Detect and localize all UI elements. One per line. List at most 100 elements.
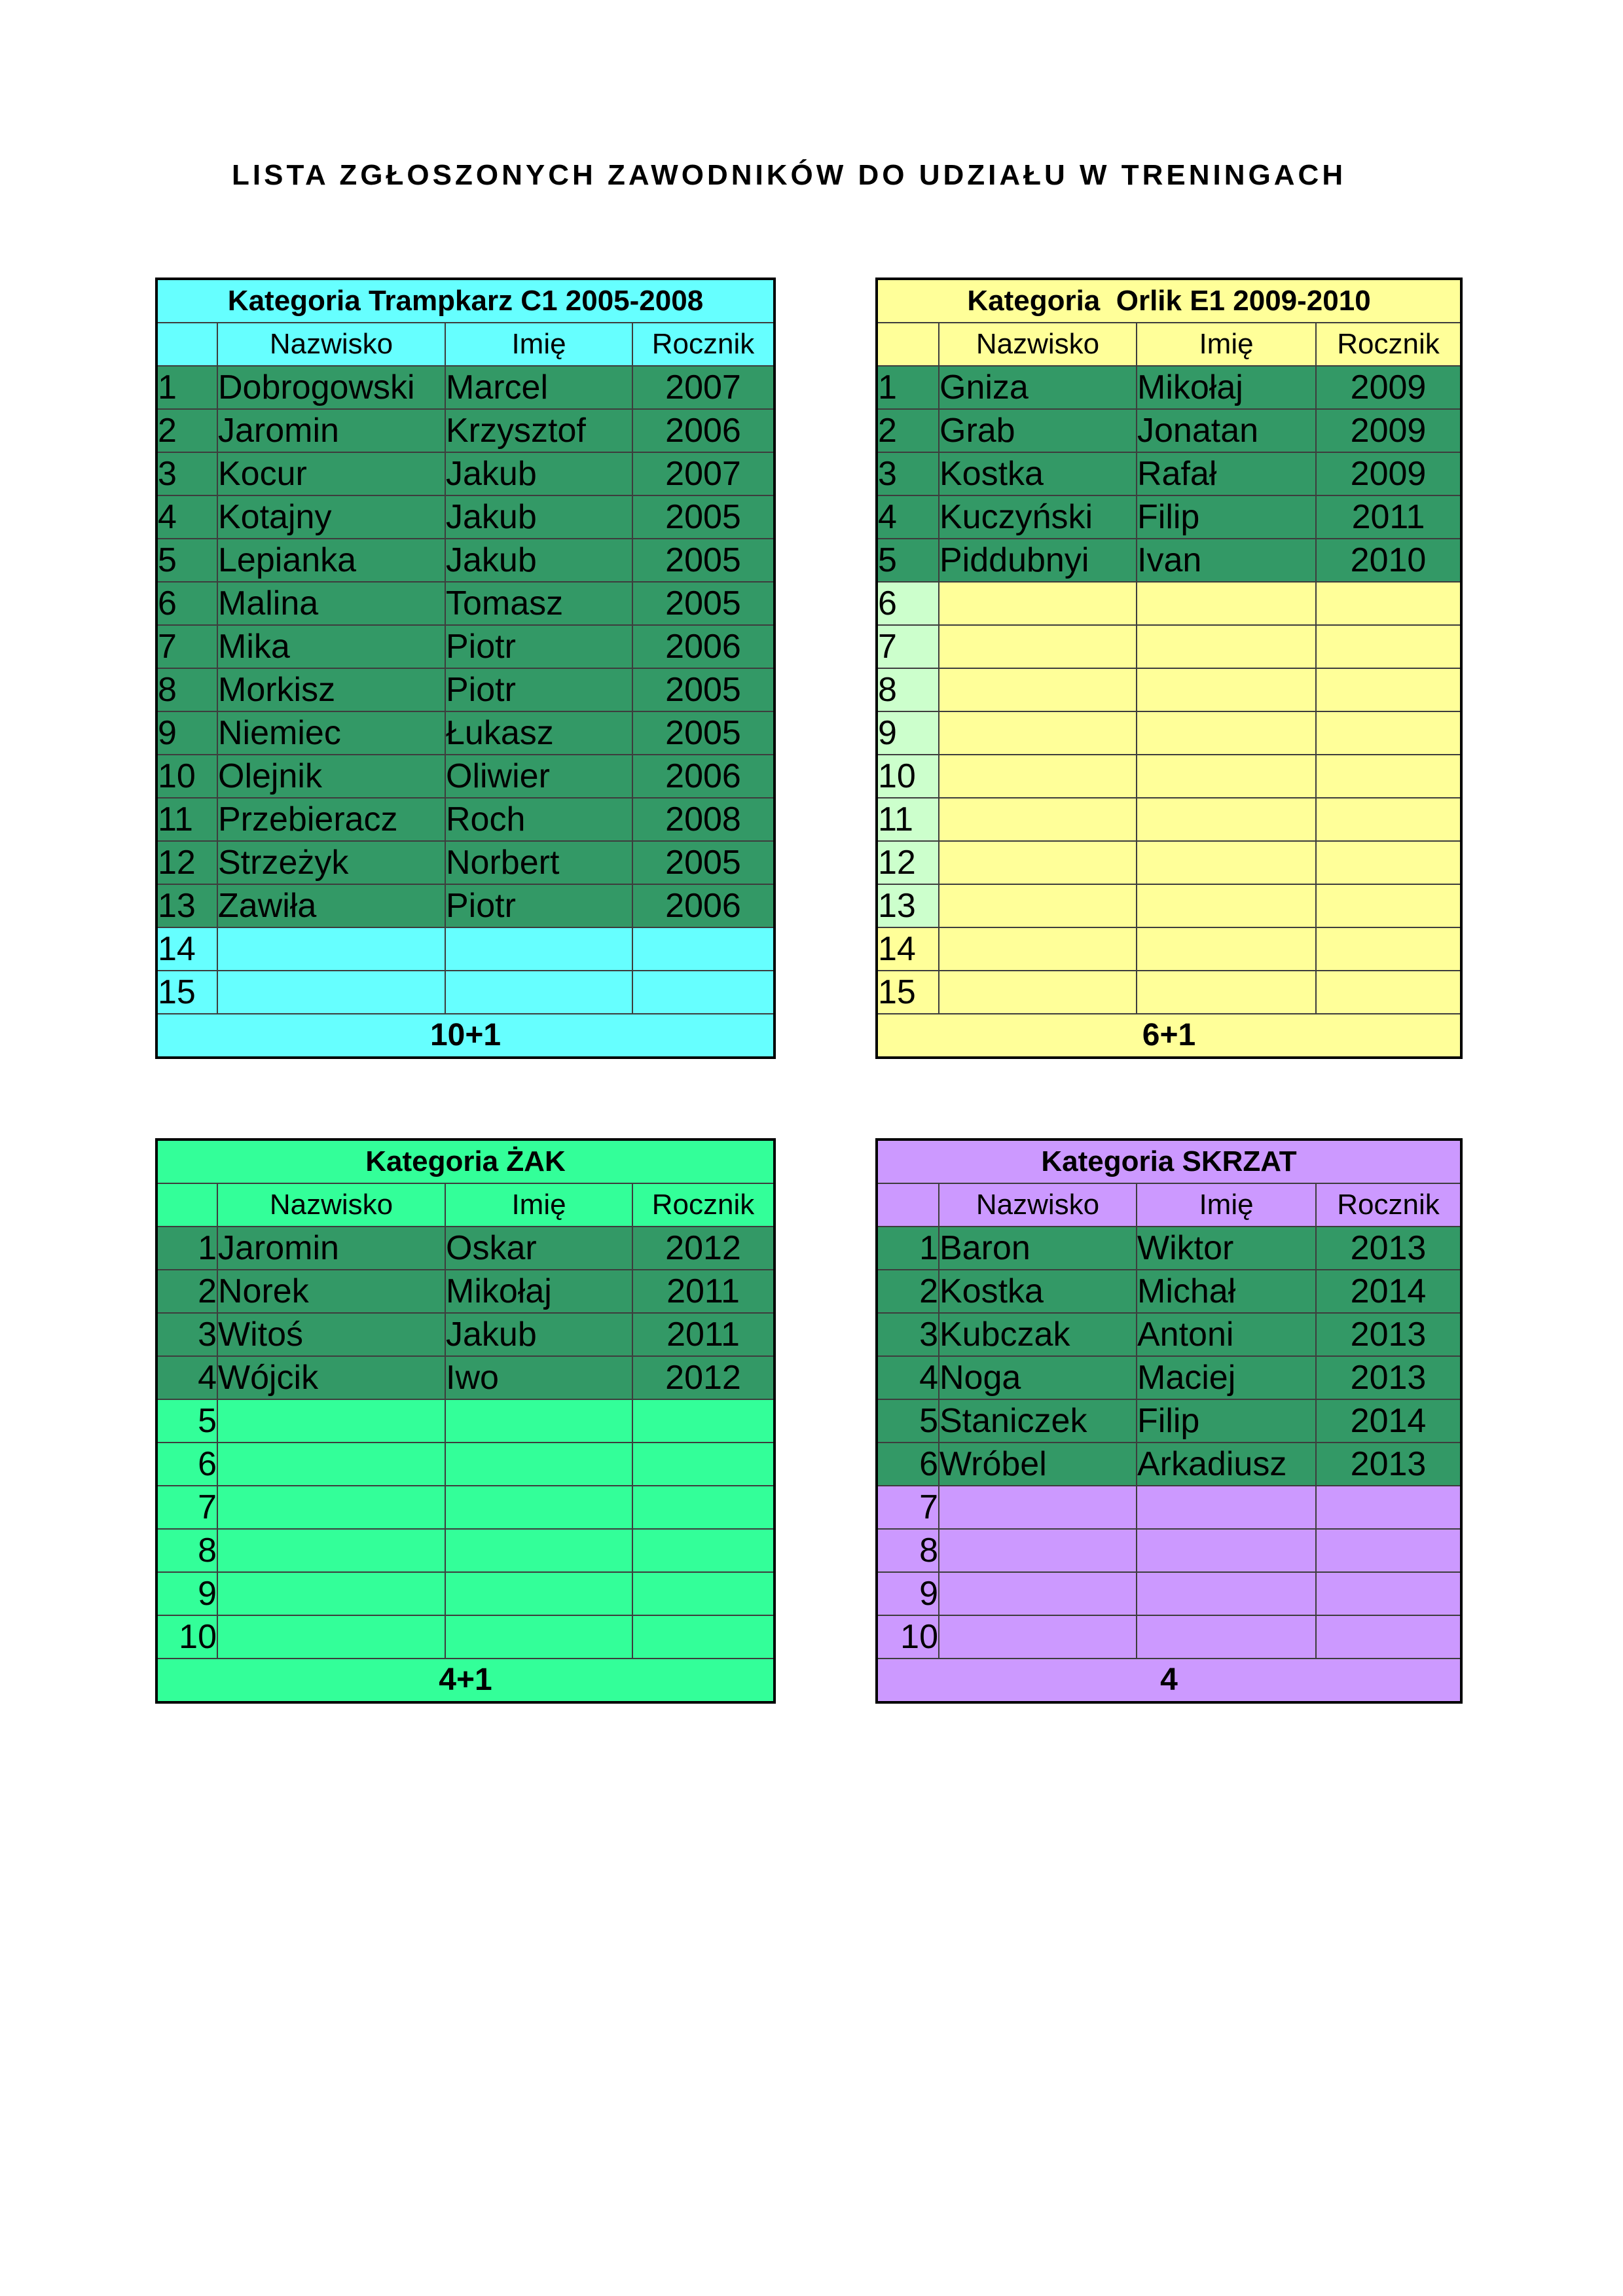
firstname-cell: Norbert (445, 840, 633, 885)
surname-cell (938, 1571, 1137, 1616)
firstname-cell (1136, 840, 1317, 885)
firstname-cell (1136, 1571, 1317, 1616)
empty-row: 14 (876, 927, 1462, 971)
row-number-cell: 3 (156, 452, 218, 496)
surname-cell (938, 970, 1137, 1014)
firstname-cell (1136, 1615, 1317, 1659)
table-title: Kategoria Trampkarz C1 2005-2008 (156, 278, 775, 323)
surname-cell: Baron (938, 1226, 1137, 1270)
footer-row: 6+1 (876, 1013, 1462, 1058)
firstname-cell: Jonatan (1136, 408, 1317, 453)
firstname-cell: Jakub (445, 538, 633, 583)
table-title-row: Kategoria ŻAK (156, 1139, 775, 1184)
surname-cell (217, 1485, 446, 1530)
birthyear-cell: 2011 (632, 1312, 775, 1357)
birthyear-cell: 2014 (1315, 1269, 1462, 1314)
row-number-cell: 1 (876, 1226, 939, 1270)
row-number-cell: 12 (876, 840, 939, 885)
corner-cell (876, 1183, 939, 1227)
firstname-cell (1136, 884, 1317, 928)
firstname-cell: Piotr (445, 624, 633, 669)
column-header-rocznik: Rocznik (1315, 1183, 1462, 1227)
row-number-cell: 8 (876, 668, 939, 712)
row-number-cell: 3 (876, 452, 939, 496)
footer-row: 4+1 (156, 1658, 775, 1703)
birthyear-cell (632, 1485, 775, 1530)
birthyear-cell: 2014 (1315, 1399, 1462, 1443)
birthyear-cell: 2013 (1315, 1442, 1462, 1486)
surname-cell: Wójcik (217, 1355, 446, 1400)
surname-cell: Grab (938, 408, 1137, 453)
row-number-cell: 7 (876, 1485, 939, 1530)
firstname-cell (1136, 797, 1317, 842)
firstname-cell: Piotr (445, 668, 633, 712)
row-number-cell: 9 (876, 711, 939, 755)
row-number-cell: 10 (876, 1615, 939, 1659)
surname-cell: Noga (938, 1355, 1137, 1400)
player-row: 1 Gniza Mikołaj 2009 (876, 365, 1462, 410)
birthyear-cell: 2012 (632, 1226, 775, 1270)
firstname-cell: Jakub (445, 495, 633, 539)
column-header-rocznik: Rocznik (632, 322, 775, 367)
empty-row: 11 (876, 797, 1462, 842)
birthyear-cell: 2008 (632, 797, 775, 842)
firstname-cell (445, 1442, 633, 1486)
firstname-cell (1136, 970, 1317, 1014)
row-number-cell: 7 (156, 1485, 218, 1530)
surname-cell: Kuczyński (938, 495, 1137, 539)
firstname-cell: Tomasz (445, 581, 633, 626)
birthyear-cell: 2009 (1315, 365, 1462, 410)
row-number-cell: 3 (876, 1312, 939, 1357)
column-header-imie: Imię (445, 322, 633, 367)
surname-cell (938, 1528, 1137, 1573)
corner-cell (156, 322, 218, 367)
firstname-cell (1136, 581, 1317, 626)
birthyear-cell (1315, 1615, 1462, 1659)
row-number-cell: 14 (156, 927, 218, 971)
row-number-cell: 13 (156, 884, 218, 928)
row-number-cell: 1 (876, 365, 939, 410)
column-header-nazwisko: Nazwisko (938, 322, 1137, 367)
player-row: 4 Kuczyński Filip 2011 (876, 495, 1462, 539)
birthyear-cell (632, 1615, 775, 1659)
birthyear-cell (1315, 927, 1462, 971)
row-number-cell: 4 (876, 1355, 939, 1400)
surname-cell (938, 884, 1137, 928)
birthyear-cell (632, 970, 775, 1014)
row-number-cell: 9 (156, 711, 218, 755)
surname-cell: Olejnik (217, 754, 446, 798)
birthyear-cell: 2005 (632, 840, 775, 885)
column-header-nazwisko: Nazwisko (938, 1183, 1137, 1227)
table-title: Kategoria Orlik E1 2009-2010 (876, 278, 1462, 323)
row-number-cell: 15 (876, 970, 939, 1014)
firstname-cell: Rafał (1136, 452, 1317, 496)
birthyear-cell (632, 1442, 775, 1486)
birthyear-cell: 2013 (1315, 1355, 1462, 1400)
player-row: 5 Lepianka Jakub 2005 (156, 538, 775, 583)
birthyear-cell (632, 1571, 775, 1616)
firstname-cell (445, 1399, 633, 1443)
surname-cell: Lepianka (217, 538, 446, 583)
player-row: 2 Norek Mikołaj 2011 (156, 1269, 775, 1314)
surname-cell: Piddubnyi (938, 538, 1137, 583)
row-number-cell: 6 (876, 1442, 939, 1486)
player-row: 11 Przebieracz Roch 2008 (156, 797, 775, 842)
firstname-cell: Roch (445, 797, 633, 842)
player-row: 13 Zawiła Piotr 2006 (156, 884, 775, 928)
player-row: 3 Witoś Jakub 2011 (156, 1312, 775, 1357)
birthyear-cell (1315, 754, 1462, 798)
birthyear-cell: 2011 (632, 1269, 775, 1314)
firstname-cell: Wiktor (1136, 1226, 1317, 1270)
row-number-cell: 1 (156, 365, 218, 410)
birthyear-cell: 2013 (1315, 1312, 1462, 1357)
firstname-cell (1136, 1485, 1317, 1530)
firstname-cell: Ivan (1136, 538, 1317, 583)
firstname-cell (1136, 754, 1317, 798)
firstname-cell: Michał (1136, 1269, 1317, 1314)
row-number-cell: 1 (156, 1226, 218, 1270)
surname-cell (938, 668, 1137, 712)
birthyear-cell (1315, 1571, 1462, 1616)
birthyear-cell (1315, 581, 1462, 626)
birthyear-cell: 2006 (632, 408, 775, 453)
row-number-cell: 2 (156, 408, 218, 453)
